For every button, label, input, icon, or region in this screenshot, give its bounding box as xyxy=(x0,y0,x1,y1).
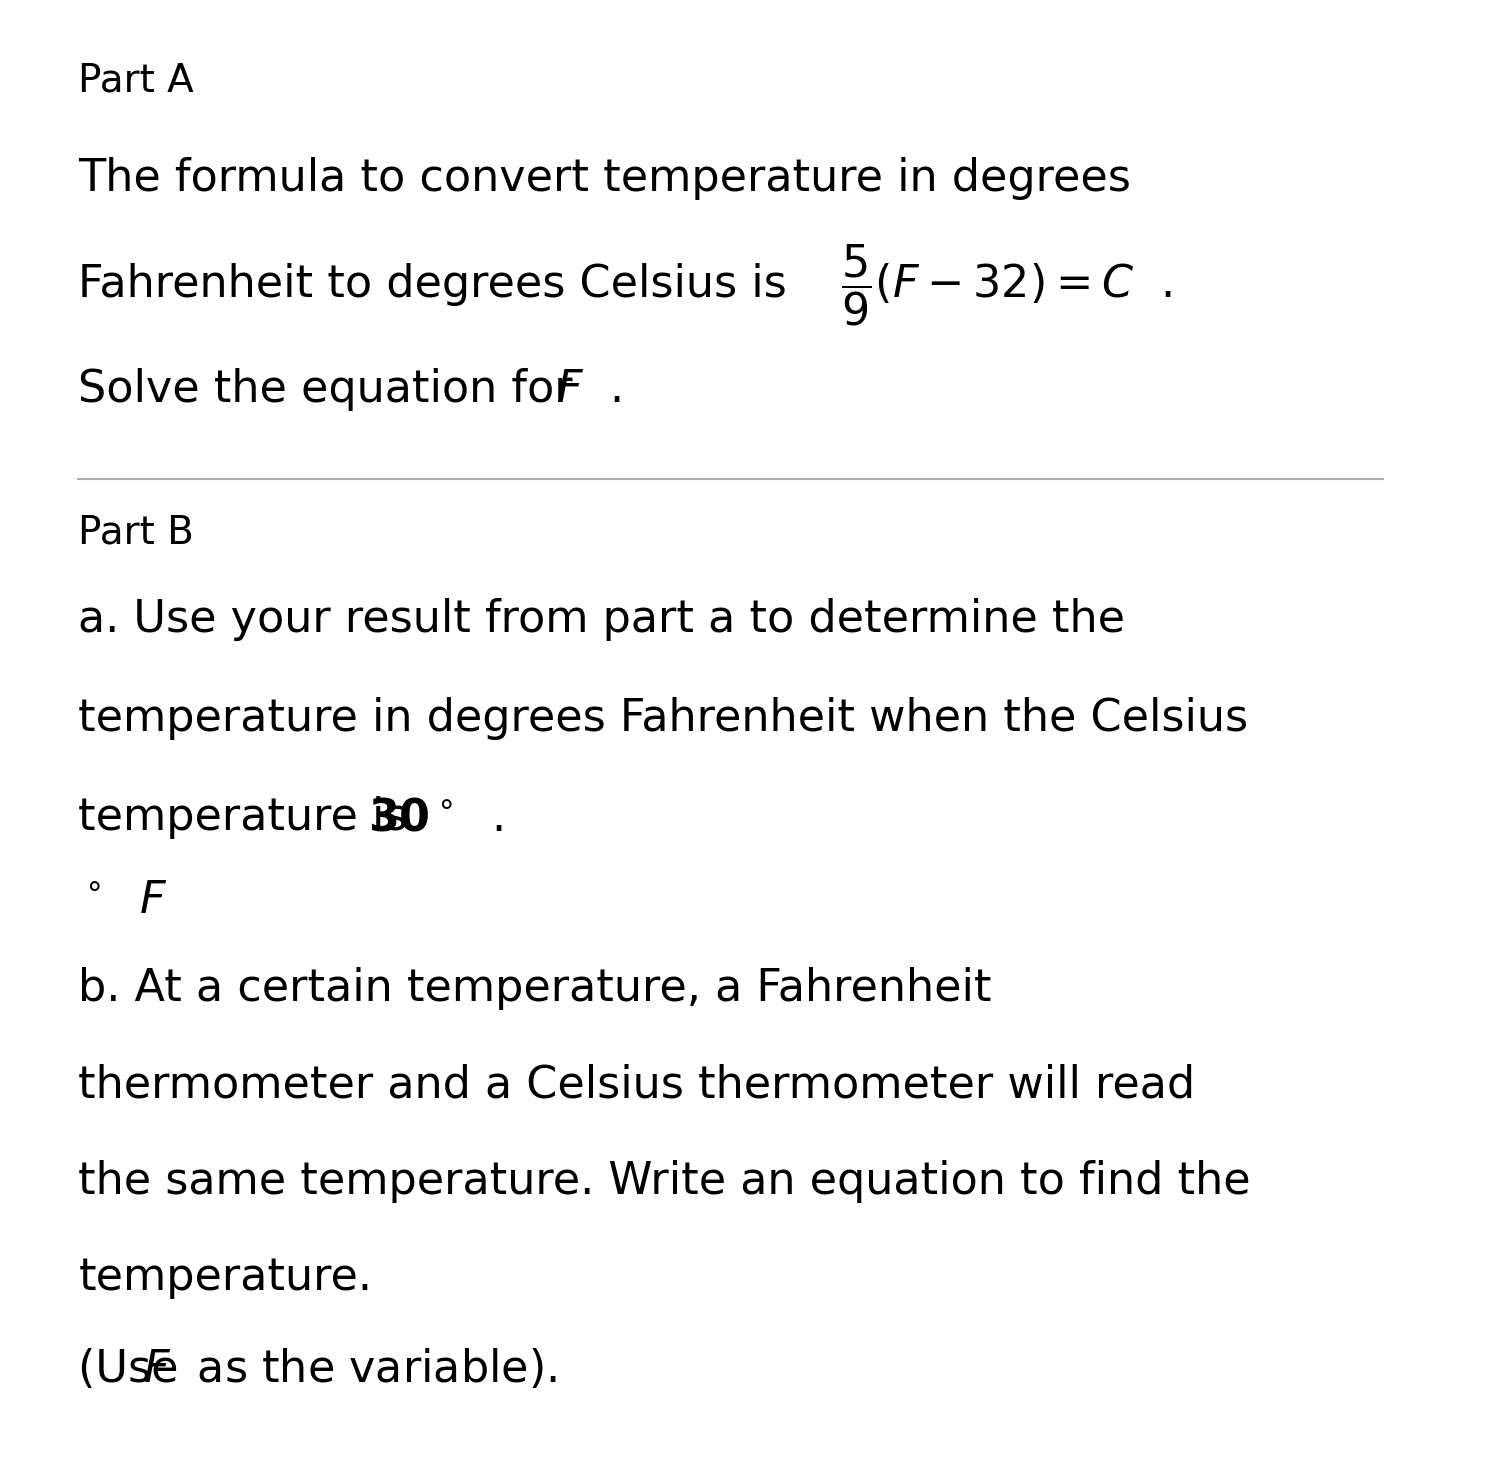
Text: Fahrenheit to degrees Celsius is: Fahrenheit to degrees Celsius is xyxy=(78,263,801,307)
Text: b. At a certain temperature, a Fahrenheit: b. At a certain temperature, a Fahrenhei… xyxy=(78,967,992,1010)
Text: temperature.: temperature. xyxy=(78,1256,372,1299)
Text: The formula to convert temperature in degrees: The formula to convert temperature in de… xyxy=(78,156,1131,200)
Text: the same temperature. Write an equation to find the: the same temperature. Write an equation … xyxy=(78,1159,1251,1203)
Text: Part A: Part A xyxy=(78,61,194,99)
Text: Part B: Part B xyxy=(78,514,195,552)
Text: $\dfrac{5}{9}(F-32)=C$  .: $\dfrac{5}{9}(F-32)=C$ . xyxy=(842,242,1172,327)
Text: (Use: (Use xyxy=(78,1348,207,1391)
Text: $\mathbf{30}^\circ$  .: $\mathbf{30}^\circ$ . xyxy=(368,796,502,839)
Text: temperature in degrees Fahrenheit when the Celsius: temperature in degrees Fahrenheit when t… xyxy=(78,696,1248,740)
Text: a. Use your result from part a to determine the: a. Use your result from part a to determ… xyxy=(78,597,1125,641)
Text: thermometer and a Celsius thermometer will read: thermometer and a Celsius thermometer wi… xyxy=(78,1063,1196,1107)
Text: $F$  as the variable).: $F$ as the variable). xyxy=(142,1348,556,1391)
Text: Solve the equation for: Solve the equation for xyxy=(78,368,602,412)
Text: temperature is: temperature is xyxy=(78,796,436,839)
Text: $F$  .: $F$ . xyxy=(556,368,621,412)
Text: $^\circ$  $F$: $^\circ$ $F$ xyxy=(78,879,168,923)
